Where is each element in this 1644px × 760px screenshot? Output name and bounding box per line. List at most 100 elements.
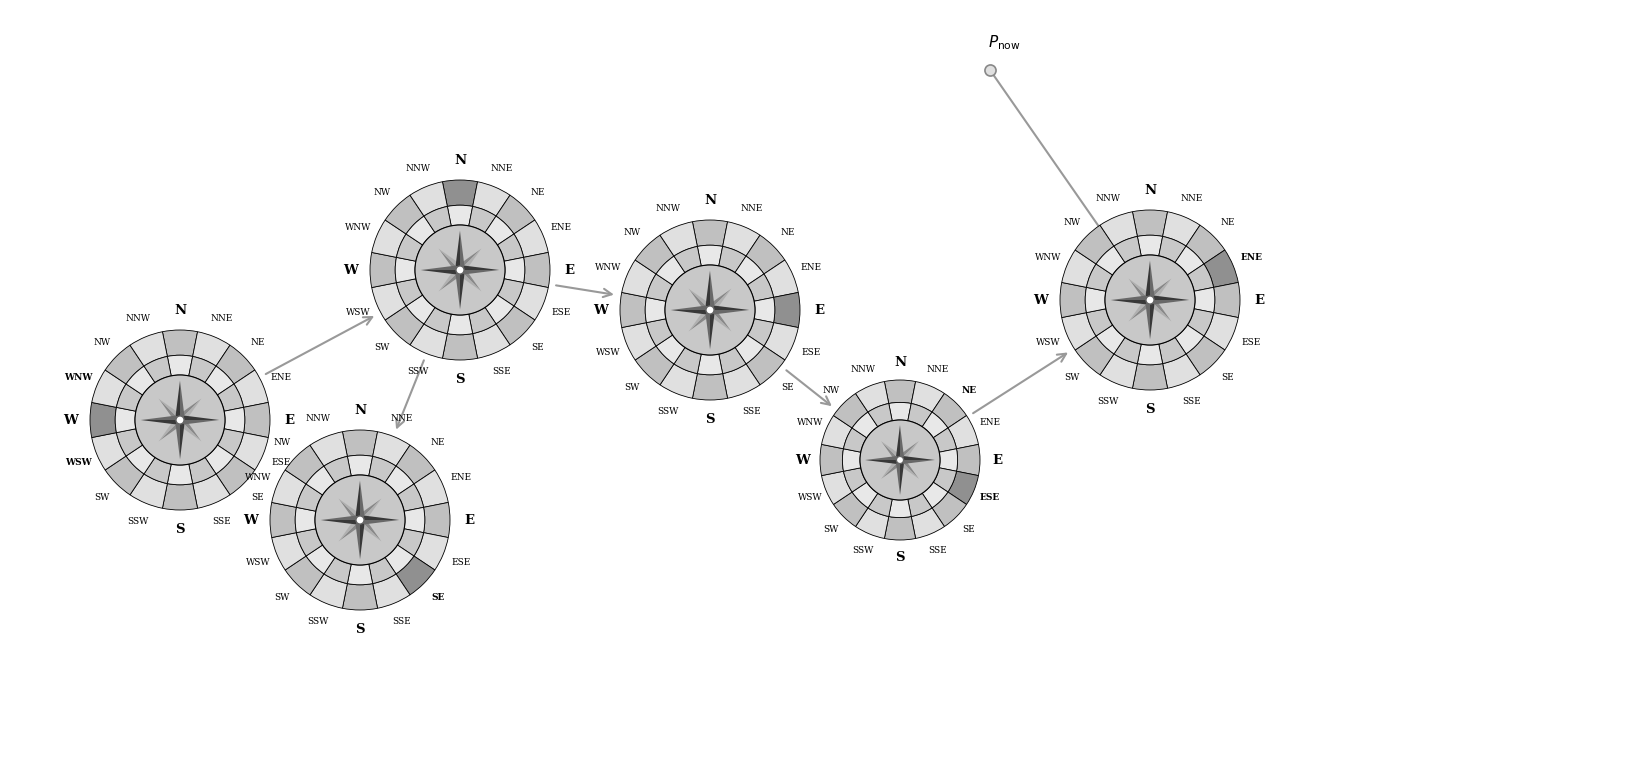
Polygon shape bbox=[159, 399, 179, 420]
Wedge shape bbox=[414, 533, 449, 570]
Wedge shape bbox=[868, 493, 893, 517]
Text: NNE: NNE bbox=[1180, 194, 1203, 203]
Wedge shape bbox=[843, 428, 866, 452]
Wedge shape bbox=[396, 556, 434, 595]
Wedge shape bbox=[284, 556, 324, 595]
Wedge shape bbox=[723, 222, 760, 256]
Polygon shape bbox=[881, 460, 899, 479]
Polygon shape bbox=[1151, 300, 1154, 339]
Text: NNE: NNE bbox=[391, 414, 413, 423]
Text: SSE: SSE bbox=[1182, 397, 1202, 406]
Wedge shape bbox=[746, 346, 784, 385]
Polygon shape bbox=[455, 231, 460, 270]
Wedge shape bbox=[889, 499, 911, 518]
Text: S: S bbox=[355, 623, 365, 636]
Wedge shape bbox=[822, 416, 852, 448]
Polygon shape bbox=[339, 499, 360, 520]
Polygon shape bbox=[710, 289, 732, 310]
Wedge shape bbox=[496, 195, 534, 234]
Wedge shape bbox=[342, 584, 378, 610]
Text: SSE: SSE bbox=[927, 546, 947, 555]
Wedge shape bbox=[398, 529, 424, 556]
Polygon shape bbox=[179, 416, 219, 420]
Wedge shape bbox=[472, 182, 510, 216]
Wedge shape bbox=[271, 533, 306, 570]
Text: NW: NW bbox=[94, 338, 110, 347]
Text: E: E bbox=[566, 264, 575, 277]
Wedge shape bbox=[296, 529, 322, 556]
Wedge shape bbox=[224, 407, 245, 432]
Wedge shape bbox=[764, 260, 799, 297]
Wedge shape bbox=[1138, 235, 1162, 256]
Polygon shape bbox=[710, 310, 732, 331]
Polygon shape bbox=[899, 425, 904, 460]
Wedge shape bbox=[217, 384, 243, 411]
Polygon shape bbox=[1129, 300, 1151, 321]
Polygon shape bbox=[1151, 300, 1171, 321]
Polygon shape bbox=[899, 460, 935, 464]
Polygon shape bbox=[176, 381, 179, 420]
Wedge shape bbox=[1115, 236, 1141, 263]
Polygon shape bbox=[881, 442, 899, 460]
Wedge shape bbox=[1203, 312, 1238, 350]
Wedge shape bbox=[385, 195, 424, 234]
Wedge shape bbox=[396, 234, 423, 261]
Wedge shape bbox=[949, 416, 978, 448]
Polygon shape bbox=[710, 306, 750, 310]
Text: NNW: NNW bbox=[125, 314, 151, 323]
Text: NW: NW bbox=[275, 438, 291, 447]
Wedge shape bbox=[674, 246, 702, 273]
Wedge shape bbox=[884, 517, 916, 540]
Polygon shape bbox=[460, 249, 482, 270]
Polygon shape bbox=[421, 270, 460, 274]
Text: SSW: SSW bbox=[658, 407, 679, 416]
Polygon shape bbox=[896, 460, 899, 495]
Wedge shape bbox=[1100, 354, 1138, 388]
Text: E: E bbox=[815, 303, 825, 316]
Wedge shape bbox=[396, 445, 434, 484]
Text: W: W bbox=[243, 514, 258, 527]
Polygon shape bbox=[141, 420, 179, 424]
Wedge shape bbox=[855, 508, 889, 539]
Text: NW: NW bbox=[822, 387, 840, 395]
Wedge shape bbox=[907, 404, 932, 427]
Wedge shape bbox=[469, 207, 496, 233]
Wedge shape bbox=[424, 307, 450, 334]
Text: E: E bbox=[465, 514, 475, 527]
Wedge shape bbox=[217, 429, 243, 456]
Wedge shape bbox=[447, 314, 472, 335]
Text: WNW: WNW bbox=[245, 473, 271, 483]
Circle shape bbox=[896, 457, 904, 464]
Wedge shape bbox=[621, 260, 656, 297]
Text: ESE: ESE bbox=[271, 458, 291, 467]
Wedge shape bbox=[90, 403, 117, 438]
Text: N: N bbox=[353, 404, 367, 416]
Wedge shape bbox=[472, 324, 510, 358]
Wedge shape bbox=[117, 384, 143, 411]
Text: N: N bbox=[894, 356, 906, 369]
Polygon shape bbox=[1151, 261, 1154, 300]
Wedge shape bbox=[746, 235, 784, 274]
Wedge shape bbox=[373, 432, 409, 466]
Wedge shape bbox=[755, 297, 774, 323]
Wedge shape bbox=[934, 428, 957, 452]
Text: SSW: SSW bbox=[408, 367, 429, 376]
Wedge shape bbox=[206, 445, 233, 474]
Wedge shape bbox=[855, 382, 889, 412]
Polygon shape bbox=[179, 420, 201, 441]
Polygon shape bbox=[1151, 300, 1171, 321]
Text: WNW: WNW bbox=[345, 223, 372, 233]
Wedge shape bbox=[748, 274, 774, 301]
Wedge shape bbox=[1133, 210, 1167, 236]
Wedge shape bbox=[1187, 309, 1213, 336]
Text: SSE: SSE bbox=[393, 617, 411, 626]
Text: WNW: WNW bbox=[1036, 254, 1062, 262]
Text: SE: SE bbox=[431, 593, 444, 602]
Wedge shape bbox=[646, 318, 672, 346]
Wedge shape bbox=[342, 430, 378, 457]
Wedge shape bbox=[620, 293, 646, 328]
Wedge shape bbox=[206, 366, 233, 395]
Polygon shape bbox=[360, 520, 381, 541]
Polygon shape bbox=[710, 310, 715, 350]
Text: SW: SW bbox=[95, 493, 110, 502]
